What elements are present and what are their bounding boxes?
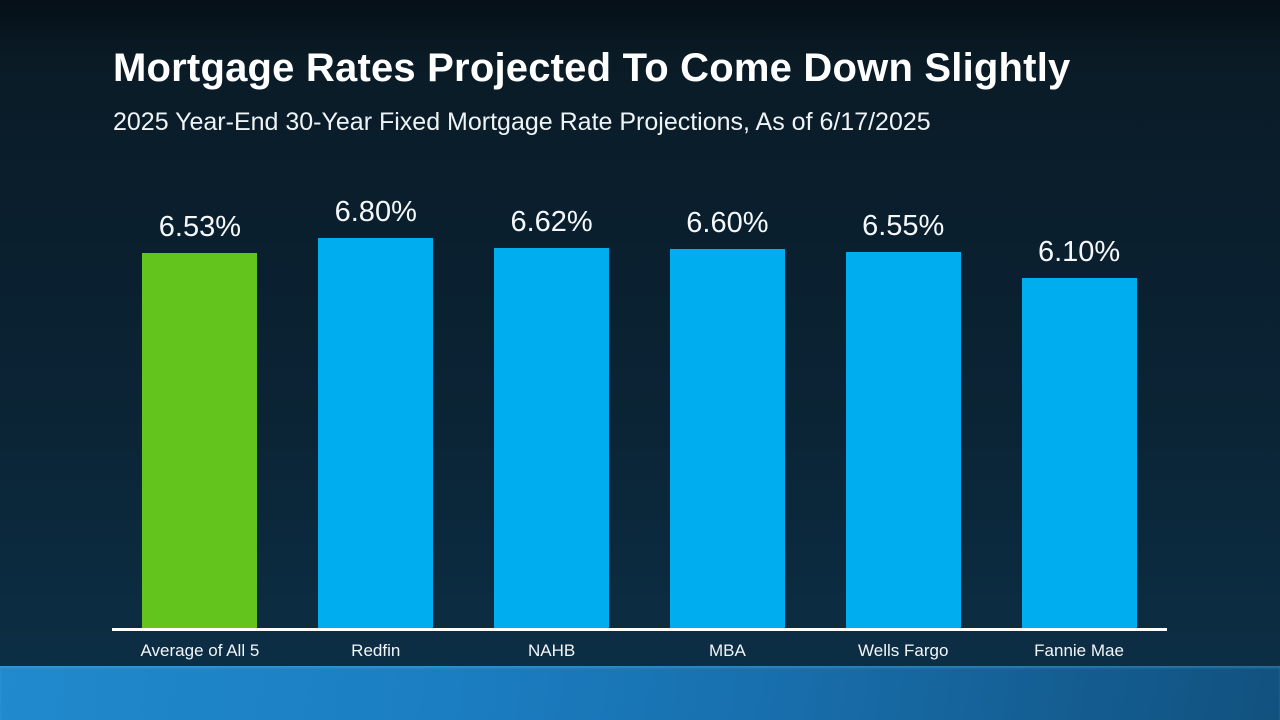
- bar-slot: 6.60%: [639, 207, 815, 628]
- bar-slot: 6.80%: [288, 196, 464, 628]
- bar-category-label: Redfin: [351, 641, 401, 660]
- chart-subtitle: 2025 Year-End 30-Year Fixed Mortgage Rat…: [113, 108, 931, 136]
- bar-slot: 6.10%: [991, 236, 1167, 628]
- bar-slot: 6.53%: [112, 211, 288, 628]
- bar: [1021, 278, 1137, 628]
- bar: [669, 249, 785, 628]
- bar-chart: 6.53% 6.80% 6.62% 6.60% 6.55% 6.10% Average o…: [112, 0, 1167, 661]
- footer-band: [0, 666, 1280, 720]
- bar-value-label: 6.60%: [686, 207, 769, 240]
- bar-value-label: 6.80%: [334, 196, 417, 229]
- bar: [845, 252, 961, 628]
- bar-value-label: 6.53%: [158, 211, 242, 244]
- bar-slot: 6.55%: [815, 210, 991, 628]
- bar-category-label: NAHB: [527, 641, 576, 660]
- bar: [494, 248, 610, 628]
- chart-title: Mortgage Rates Projected To Come Down Sl…: [113, 46, 1071, 90]
- x-axis-line: [112, 628, 1167, 631]
- bar-category-label: Fannie Mae: [1034, 641, 1124, 660]
- bar-category-label: MBA: [708, 641, 746, 660]
- bar-value-label: 6.55%: [862, 210, 945, 243]
- category-labels-row: Average of All 5 Redfin NAHB MBA Wells Fargo…: [112, 641, 1167, 661]
- bar: [318, 238, 434, 628]
- bars-row: 6.53% 6.80% 6.62% 6.60% 6.55% 6.10%: [112, 0, 1167, 628]
- bar-value-label: 6.62%: [510, 206, 593, 239]
- bar-category-label: Average of All 5: [140, 641, 260, 660]
- bar-category-label: Wells Fargo: [858, 641, 949, 660]
- bar-value-label: 6.10%: [1037, 236, 1121, 269]
- bar-slot: 6.62%: [464, 206, 640, 628]
- bar: [142, 253, 258, 628]
